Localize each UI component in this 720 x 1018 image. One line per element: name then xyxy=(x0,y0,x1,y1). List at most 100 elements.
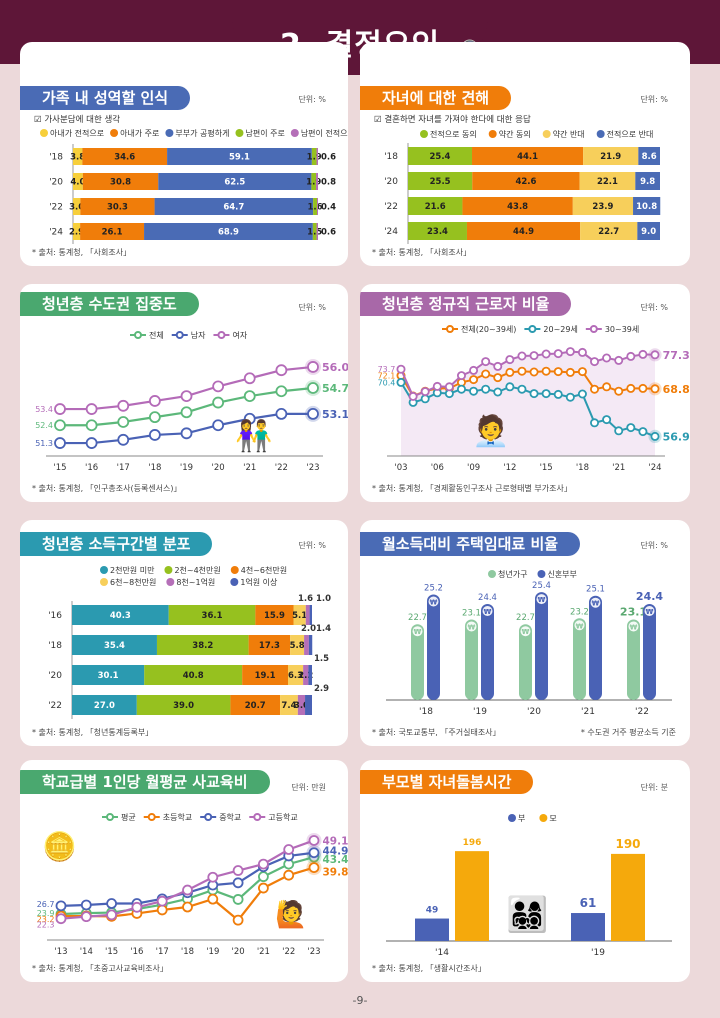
data-point xyxy=(54,437,66,449)
won-icon: ₩ xyxy=(592,600,600,608)
bar-segment xyxy=(290,635,305,655)
data-point xyxy=(481,384,491,394)
card-title: 월소득대비 주택임대료 비율 xyxy=(360,532,581,556)
won-icon: ₩ xyxy=(414,628,422,636)
bar-segment xyxy=(309,605,312,625)
outside-data-label: 2.9 xyxy=(314,684,329,694)
data-point xyxy=(614,355,624,365)
data-label: 22.7 xyxy=(408,613,427,623)
data-point xyxy=(131,901,143,913)
data-label: 36.1 xyxy=(202,611,223,621)
data-label: 25.2 xyxy=(424,584,443,594)
card-title: 자녀에 대한 견해 xyxy=(360,86,512,110)
start-value-label: 72.1 xyxy=(378,372,396,381)
source-note: * 출처: 국토교통부, 「주거실태조사」 xyxy=(372,728,501,737)
legend-label: 여자 xyxy=(232,330,247,340)
legend-marker xyxy=(253,813,262,821)
data-point xyxy=(626,423,636,433)
bar-segment xyxy=(73,223,81,240)
card-capital: 청년층 수도권 집중도 단위: % 전체 남자 여자 '15 '16 '17 '18 '19 '… xyxy=(20,284,348,502)
legend-label: 부부가 공평하게 xyxy=(175,128,229,138)
won-icon: ₩ xyxy=(576,622,584,630)
won-icon-bg xyxy=(412,626,423,637)
bar xyxy=(643,604,656,700)
x-tick-label: '15 xyxy=(540,463,553,473)
data-point xyxy=(80,899,92,911)
x-tick-label: '16 xyxy=(130,947,143,957)
young-people-illustration: 👫 xyxy=(235,419,273,454)
bar-segment xyxy=(136,695,231,715)
data-point xyxy=(590,418,600,428)
data-label: 6.3 xyxy=(288,671,303,681)
bar-segment xyxy=(255,605,294,625)
bar-segment xyxy=(73,173,83,190)
x-tick-label: '15 xyxy=(53,463,66,473)
won-icon-bg xyxy=(466,621,477,632)
legend-dot xyxy=(508,814,516,822)
data-label: 0.8 xyxy=(321,178,336,188)
data-point xyxy=(590,357,600,367)
data-label: 23.9 xyxy=(592,202,613,212)
outside-data-label: 1.0 xyxy=(316,594,331,604)
data-label: 25.1 xyxy=(586,585,605,595)
outside-data-label: 2.0 xyxy=(301,624,316,634)
data-point xyxy=(212,396,225,409)
x-tick-label: '15 xyxy=(105,947,118,957)
data-label: 1.5 xyxy=(307,228,322,238)
legend-dot xyxy=(539,814,548,822)
data-point xyxy=(614,426,624,436)
category-label: '20 xyxy=(49,178,63,188)
x-tick-label: '21 xyxy=(581,707,595,717)
footnote: * 수도권 거주 평균소득 기준 xyxy=(580,728,676,737)
bar xyxy=(411,624,424,700)
end-value-label: 43.4 xyxy=(323,854,349,866)
data-point xyxy=(396,364,406,374)
data-label: 9.8 xyxy=(640,177,655,187)
bar-segment xyxy=(303,665,309,685)
data-label: 8.6 xyxy=(642,152,657,162)
end-value-label: 49.1 xyxy=(323,835,349,847)
data-point xyxy=(117,433,130,446)
legend-dot xyxy=(165,129,174,137)
data-point xyxy=(650,384,660,394)
data-point xyxy=(638,383,648,393)
data-point xyxy=(308,862,320,874)
unit-label: 단위: % xyxy=(298,95,326,104)
chart-gender-role: 아내가 전적으로 아내가 주로 부부가 공평하게 남편이 주로 남편이 전적으로 '18 3… xyxy=(40,128,348,244)
data-label: 2.2 xyxy=(298,671,313,681)
data-label: 59.1 xyxy=(229,153,250,163)
card-title: 부모별 자녀돌봄시간 xyxy=(360,770,534,794)
data-point xyxy=(565,347,575,357)
x-tick-label: '18 xyxy=(148,463,161,473)
data-point xyxy=(505,355,515,365)
data-point xyxy=(650,431,660,441)
legend-label: 신혼부부 xyxy=(547,569,576,579)
data-label: 38.2 xyxy=(192,641,213,651)
start-value-label: 26.7 xyxy=(37,900,55,909)
category-label: '20 xyxy=(384,177,398,187)
data-point xyxy=(283,869,295,881)
data-label: 3.8 xyxy=(70,153,85,163)
data-label: 3.0 xyxy=(69,203,84,213)
legend-label: 전체(20~39세) xyxy=(461,324,516,334)
bar xyxy=(627,619,640,700)
outside-data-label: 1.4 xyxy=(316,624,331,634)
bar-segment xyxy=(82,173,159,190)
data-label: 39.0 xyxy=(173,701,194,711)
legend-label: 평균 xyxy=(121,812,136,822)
data-point xyxy=(55,900,67,912)
bar-segment xyxy=(72,635,157,655)
legend-label: 초등학교 xyxy=(163,812,192,822)
x-tick-label: '16 xyxy=(85,463,98,473)
data-label: 23.4 xyxy=(427,227,448,237)
data-point xyxy=(505,382,515,392)
card-income: 청년층 소득구간별 분포 단위: % 2천만원 미만 2천~4천만원 4천~6천만원… xyxy=(20,520,348,746)
category-label: '18 xyxy=(384,152,398,162)
x-tick-label: '19 xyxy=(473,707,487,717)
checkbox-icon: ☑ xyxy=(374,115,385,125)
legend-label: 부 xyxy=(518,814,525,823)
data-point xyxy=(456,384,466,394)
bar xyxy=(481,604,494,700)
data-point xyxy=(212,380,225,393)
data-label: 61 xyxy=(580,896,597,910)
